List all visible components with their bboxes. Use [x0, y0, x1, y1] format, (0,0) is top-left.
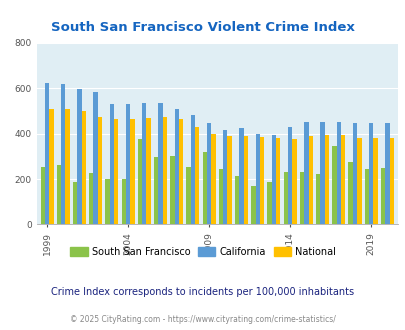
- Bar: [218, 169, 223, 224]
- Bar: [356, 138, 360, 224]
- Bar: [320, 122, 324, 224]
- Bar: [89, 173, 93, 224]
- Bar: [352, 123, 356, 224]
- Bar: [130, 119, 134, 224]
- Bar: [211, 134, 215, 224]
- Bar: [170, 156, 174, 224]
- Bar: [267, 182, 271, 224]
- Bar: [162, 116, 166, 224]
- Bar: [195, 127, 199, 224]
- Bar: [347, 162, 352, 224]
- Bar: [77, 89, 81, 224]
- Bar: [126, 104, 130, 224]
- Bar: [303, 122, 308, 224]
- Bar: [283, 172, 287, 224]
- Bar: [153, 157, 158, 224]
- Bar: [174, 109, 179, 224]
- Text: © 2025 CityRating.com - https://www.cityrating.com/crime-statistics/: © 2025 CityRating.com - https://www.city…: [70, 315, 335, 324]
- Bar: [239, 128, 243, 224]
- Bar: [146, 118, 151, 224]
- Bar: [255, 134, 259, 224]
- Text: South San Francisco Violent Crime Index: South San Francisco Violent Crime Index: [51, 21, 354, 34]
- Bar: [207, 123, 211, 224]
- Bar: [158, 103, 162, 224]
- Bar: [61, 84, 65, 224]
- Bar: [65, 109, 70, 224]
- Bar: [373, 138, 377, 224]
- Bar: [275, 138, 280, 224]
- Bar: [179, 119, 183, 224]
- Bar: [93, 92, 98, 224]
- Bar: [137, 139, 142, 224]
- Bar: [308, 136, 312, 224]
- Bar: [287, 127, 292, 224]
- Bar: [331, 146, 336, 224]
- Bar: [227, 136, 231, 224]
- Bar: [384, 123, 388, 224]
- Bar: [49, 109, 53, 224]
- Bar: [73, 182, 77, 224]
- Bar: [45, 82, 49, 224]
- Bar: [243, 136, 247, 224]
- Bar: [190, 115, 195, 224]
- Legend: South San Francisco, California, National: South San Francisco, California, Nationa…: [66, 243, 339, 261]
- Bar: [292, 139, 296, 224]
- Bar: [368, 123, 373, 224]
- Bar: [364, 169, 368, 224]
- Bar: [259, 137, 264, 224]
- Bar: [223, 130, 227, 224]
- Bar: [202, 152, 207, 224]
- Bar: [142, 103, 146, 224]
- Text: Crime Index corresponds to incidents per 100,000 inhabitants: Crime Index corresponds to incidents per…: [51, 287, 354, 297]
- Bar: [324, 135, 328, 224]
- Bar: [186, 167, 190, 224]
- Bar: [98, 116, 102, 224]
- Bar: [121, 179, 126, 224]
- Bar: [336, 122, 340, 224]
- Bar: [57, 165, 61, 224]
- Bar: [105, 179, 109, 224]
- Bar: [114, 119, 118, 224]
- Bar: [40, 167, 45, 224]
- Bar: [81, 111, 86, 224]
- Bar: [271, 135, 275, 224]
- Bar: [340, 135, 344, 224]
- Bar: [251, 186, 255, 224]
- Bar: [234, 176, 239, 224]
- Bar: [109, 104, 114, 224]
- Bar: [380, 168, 384, 224]
- Bar: [299, 172, 303, 224]
- Bar: [388, 138, 393, 224]
- Bar: [315, 175, 320, 224]
